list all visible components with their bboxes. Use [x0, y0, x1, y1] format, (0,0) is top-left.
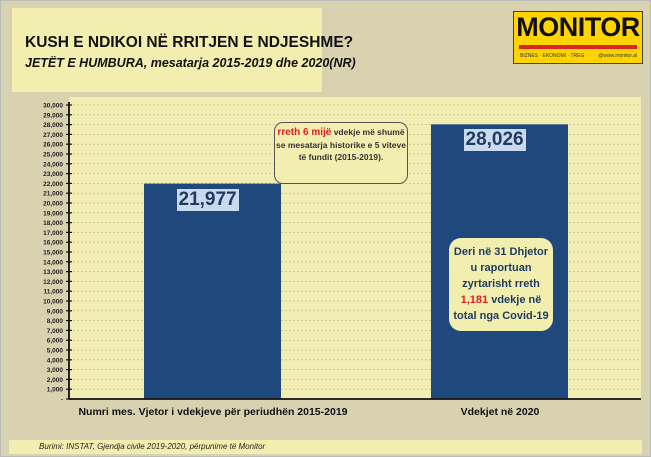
y-tick-label: 30,000	[43, 103, 63, 110]
y-tick-label: 23,000	[43, 171, 63, 178]
y-tick-label: 4,000	[47, 357, 64, 364]
bar	[144, 183, 281, 399]
y-tick-label: 7,000	[47, 328, 64, 335]
bar-value-label: 28,026	[463, 129, 526, 152]
annotation-text: vdekje më shumë se mesatarja historike e…	[276, 127, 406, 162]
y-tick-label: 17,000	[43, 230, 63, 237]
chart-title: KUSH E NDIKOI NË RRITJEN E NDJESHME?	[25, 34, 354, 51]
annotation-line: Deri në 31 Dhjetor	[453, 246, 549, 258]
y-tick-label: 26,000	[43, 142, 63, 149]
logo-url: @www.monitor.al	[598, 53, 637, 59]
y-tick-label: -	[61, 397, 63, 404]
annotation-highlight: rreth 6 mijë	[277, 127, 332, 138]
y-tick-label: 6,000	[47, 338, 64, 345]
annotation-covid-deaths: Deri në 31 Dhjetor u raportuan zyrtarish…	[449, 238, 553, 331]
annotation-line: total nga Covid-19	[453, 310, 549, 322]
source-note: Burimi: INSTAT, Gjendja civile 2019-2020…	[9, 440, 642, 454]
x-category-label: Vdekjet në 2020	[461, 406, 540, 418]
y-tick-label: 25,000	[43, 152, 63, 159]
y-tick-label: 12,000	[43, 279, 63, 286]
y-tick-label: 10,000	[43, 299, 63, 306]
y-tick-label: 20,000	[43, 201, 63, 208]
annotation-excess-deaths: rreth 6 mijë vdekje më shumë se mesatarj…	[274, 122, 408, 184]
y-tick-label: 9,000	[47, 308, 64, 315]
annotation-line: u raportuan	[470, 262, 532, 274]
x-category-label: Numri mes. Vjetor i vdekjeve për periudh…	[78, 406, 347, 418]
y-tick-label: 21,000	[43, 191, 63, 198]
y-tick-label: 1,000	[47, 387, 64, 394]
y-tick-label: 15,000	[43, 250, 63, 257]
annotation-line: zyrtarisht rreth	[462, 278, 540, 290]
y-tick-label: 24,000	[43, 161, 63, 168]
y-tick-label: 19,000	[43, 210, 63, 217]
annotation-text: vdekje në	[488, 294, 542, 306]
monitor-logo: MONITOR BIZNES · EKONOMI · TREG @www.mon…	[513, 11, 643, 64]
title-box	[12, 8, 322, 92]
annotation-highlight: 1,181	[460, 294, 489, 306]
logo-wordmark: MONITOR	[516, 12, 640, 42]
logo-tagline: BIZNES · EKONOMI · TREG	[520, 53, 585, 59]
y-tick-label: 16,000	[43, 240, 63, 247]
y-tick-label: 28,000	[43, 122, 63, 129]
y-tick-label: 5,000	[47, 348, 64, 355]
logo-red-bar	[519, 45, 637, 49]
y-tick-label: 8,000	[47, 318, 64, 325]
y-tick-label: 14,000	[43, 259, 63, 266]
bar-value-label: 21,977	[176, 188, 239, 211]
y-tick-label: 18,000	[43, 220, 63, 227]
y-tick-label: 11,000	[43, 289, 63, 296]
y-tick-label: 2,000	[47, 377, 64, 384]
y-tick-label: 27,000	[43, 132, 63, 139]
y-tick-label: 22,000	[43, 181, 63, 188]
y-tick-label: 29,000	[43, 112, 63, 119]
y-tick-label: 3,000	[47, 367, 64, 374]
y-tick-label: 13,000	[43, 269, 63, 276]
annotation-line: 1,181 vdekje në	[449, 292, 553, 308]
chart-subtitle: JETËT E HUMBURA, mesatarja 2015-2019 dhe…	[25, 56, 356, 70]
